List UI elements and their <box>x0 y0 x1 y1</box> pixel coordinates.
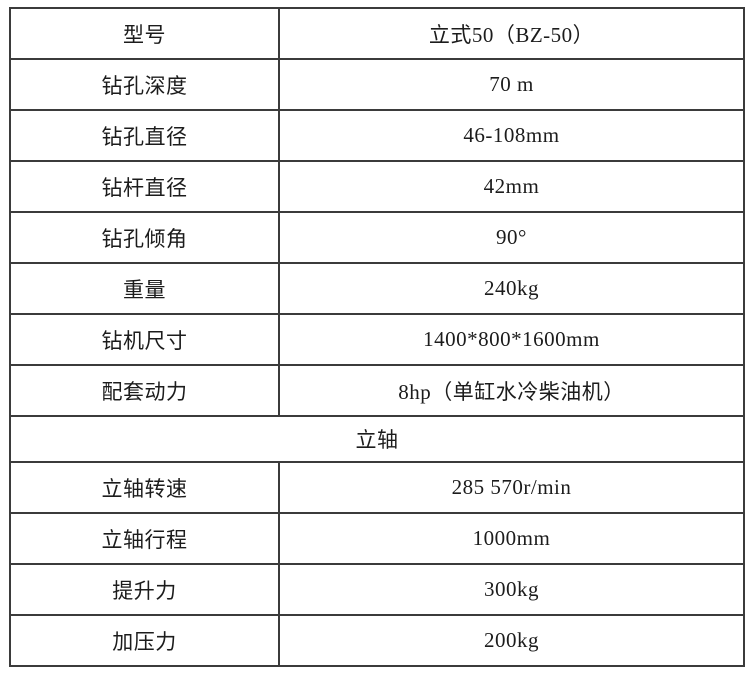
spec-label: 提升力 <box>9 563 280 616</box>
table-row: 型号 立式50（BZ-50） <box>9 7 745 60</box>
table-row: 钻孔倾角 90° <box>9 211 745 264</box>
spec-value: 8hp（单缸水冷柴油机） <box>278 364 745 417</box>
spec-table: 型号 立式50（BZ-50） 钻孔深度 70 m 钻孔直径 46-108mm 钻… <box>9 7 745 667</box>
section-header-cell: 立轴 <box>9 415 745 463</box>
table-row: 钻机尺寸 1400*800*1600mm <box>9 313 745 366</box>
table-row: 钻孔直径 46-108mm <box>9 109 745 162</box>
spec-value: 300kg <box>278 563 745 616</box>
spec-label: 重量 <box>9 262 280 315</box>
spec-label: 加压力 <box>9 614 280 667</box>
spec-label: 配套动力 <box>9 364 280 417</box>
spec-value: 70 m <box>278 58 745 111</box>
spec-label: 钻孔深度 <box>9 58 280 111</box>
spec-label: 型号 <box>9 7 280 60</box>
spec-label: 立轴转速 <box>9 461 280 514</box>
table-row: 钻杆直径 42mm <box>9 160 745 213</box>
spec-value: 285 570r/min <box>278 461 745 514</box>
spec-value: 1000mm <box>278 512 745 565</box>
spec-label: 钻机尺寸 <box>9 313 280 366</box>
spec-value: 240kg <box>278 262 745 315</box>
spec-label: 钻孔倾角 <box>9 211 280 264</box>
spec-value: 90° <box>278 211 745 264</box>
spec-label: 钻杆直径 <box>9 160 280 213</box>
table-row: 立轴转速 285 570r/min <box>9 461 745 514</box>
table-row: 加压力 200kg <box>9 614 745 667</box>
spec-label: 立轴行程 <box>9 512 280 565</box>
table-row: 重量 240kg <box>9 262 745 315</box>
spec-value: 立式50（BZ-50） <box>278 7 745 60</box>
spec-value: 1400*800*1600mm <box>278 313 745 366</box>
table-row: 钻孔深度 70 m <box>9 58 745 111</box>
spec-value: 46-108mm <box>278 109 745 162</box>
spec-value: 42mm <box>278 160 745 213</box>
table-row: 配套动力 8hp（单缸水冷柴油机） <box>9 364 745 417</box>
spec-value: 200kg <box>278 614 745 667</box>
section-header-row: 立轴 <box>9 415 745 463</box>
spec-label: 钻孔直径 <box>9 109 280 162</box>
table-row: 提升力 300kg <box>9 563 745 616</box>
table-row: 立轴行程 1000mm <box>9 512 745 565</box>
